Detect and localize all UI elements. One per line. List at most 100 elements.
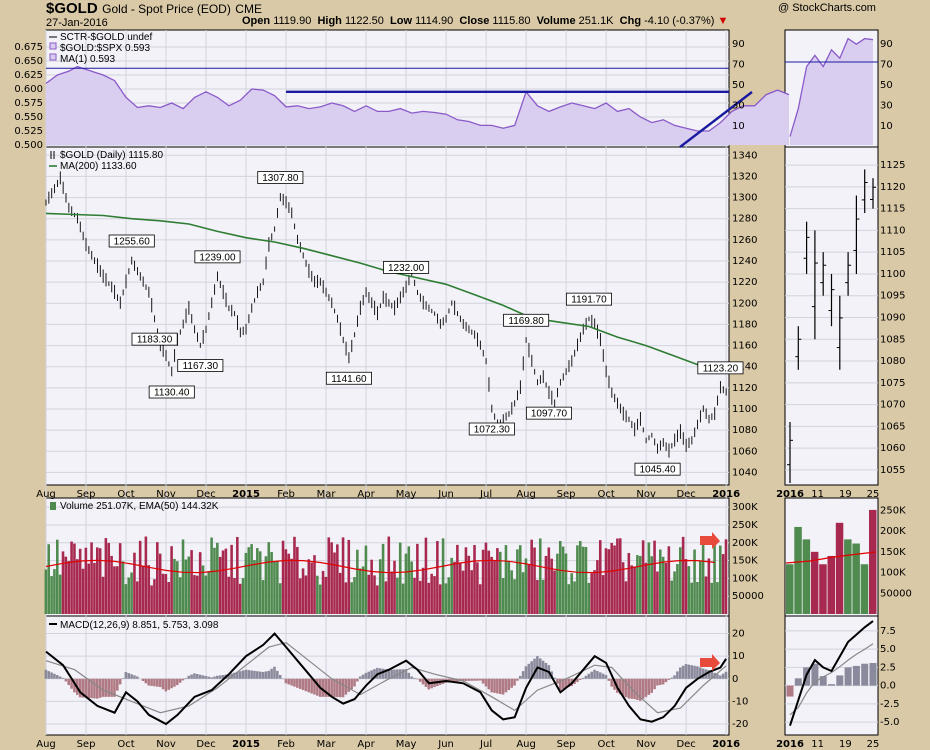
rs-y-tick: 0.675 — [14, 42, 43, 53]
volume-bar — [64, 556, 68, 614]
rs-legend-swatch — [49, 53, 57, 61]
symbol-title: $GOLD — [46, 0, 98, 17]
macd-histogram-bar — [161, 678, 165, 690]
volume-bar — [250, 544, 253, 614]
volume-bar — [347, 539, 351, 614]
volume-bar — [390, 571, 393, 614]
high-value: 1122.50 — [344, 15, 384, 27]
x-tick-label: Dec — [196, 489, 215, 500]
price-annotation-box — [525, 406, 572, 420]
rs-right-tick: 90 — [732, 39, 745, 50]
macd-histogram-bar — [221, 674, 225, 679]
macd-histogram-bar — [556, 678, 559, 684]
volume-bar — [81, 568, 85, 614]
volume-bar — [416, 543, 419, 614]
x-tick-label: Sep — [77, 489, 96, 500]
volume-bar — [61, 551, 65, 614]
volume-bar — [478, 584, 482, 614]
volume-bar — [470, 570, 473, 614]
macd-histogram-bar — [287, 678, 291, 685]
macd-histogram-bar — [56, 675, 59, 679]
zoom-x-tick-label: 11 — [811, 739, 824, 750]
volume-y-tick: 50000 — [732, 591, 764, 602]
macd-histogram-bar — [701, 668, 705, 679]
volume-bar — [47, 544, 51, 614]
volume-bar — [238, 583, 242, 614]
zoom-volume-bar — [810, 551, 819, 614]
macd-y-tick: 20 — [732, 629, 745, 640]
volume-bar — [170, 546, 173, 614]
price-y-tick: 1300 — [732, 193, 757, 204]
x-tick-label: Feb — [277, 739, 295, 750]
x-tick-label: 2015 — [232, 489, 260, 500]
macd-histogram-bar — [364, 672, 368, 679]
volume-bar — [513, 579, 516, 614]
volume-bar — [687, 566, 691, 614]
volume-bar — [210, 537, 213, 614]
volume-bar — [344, 582, 348, 614]
volume-bar — [424, 537, 428, 614]
volume-bar — [216, 542, 219, 614]
price-annotation: 1232.00 — [388, 263, 425, 274]
volume-bar — [133, 552, 136, 614]
x-tick-label: Aug — [516, 739, 536, 750]
macd-histogram-bar — [141, 678, 145, 682]
volume-bar — [290, 558, 293, 614]
macd-histogram-bar — [116, 678, 119, 691]
price-annotation-box — [503, 313, 550, 327]
volume-bar — [310, 562, 313, 614]
macd-histogram-bar — [327, 678, 331, 697]
volume-bar — [364, 545, 368, 614]
price-annotation: 1045.40 — [639, 465, 676, 476]
x-tick-label: Mar — [317, 739, 337, 750]
close-value: 1115.80 — [492, 15, 531, 27]
volume-bar — [367, 574, 371, 614]
macd-histogram-bar — [401, 669, 405, 679]
price-panel — [45, 146, 730, 486]
zoom-x-tick-label: 2016 — [776, 489, 804, 500]
macd-histogram-bar — [178, 678, 182, 683]
macd-histogram-bar — [73, 678, 76, 693]
macd-histogram-bar — [627, 678, 631, 699]
x-tick-label: 2016 — [712, 739, 740, 750]
volume-bar — [430, 573, 433, 614]
x-tick-label: Nov — [156, 739, 176, 750]
macd-histogram-bar — [638, 678, 642, 701]
macd-histogram-bar — [341, 678, 345, 698]
price-y-tick: 1240 — [732, 256, 757, 267]
rs-zoom-right-tick: 30 — [880, 101, 893, 112]
rs-zoom-right-tick: 50 — [880, 80, 893, 91]
macd-histogram-bar — [527, 663, 531, 679]
macd-histogram-bar — [598, 672, 602, 679]
macd-histogram-bar — [524, 666, 528, 679]
rs-zoom-right-tick: 90 — [880, 39, 893, 50]
volume-bar — [587, 582, 591, 614]
volume-bar — [578, 541, 582, 614]
zoom-x-tick-label: 11 — [811, 489, 824, 500]
volume-bar — [624, 581, 628, 614]
volume-bar — [678, 547, 682, 614]
volume-bar — [330, 542, 333, 614]
macd-histogram-bar — [236, 671, 239, 679]
price-annotation: 1130.40 — [154, 388, 190, 399]
price-annotation: 1167.30 — [183, 361, 219, 372]
macd-histogram-bar — [558, 678, 562, 691]
volume-bar — [464, 547, 468, 614]
volume-y-tick: 250K — [732, 520, 758, 531]
macd-histogram-bar — [307, 678, 311, 693]
volume-bar — [207, 571, 211, 614]
volume-bar — [124, 584, 128, 614]
price-y-tick: 1260 — [732, 235, 757, 246]
volume-bar — [110, 555, 113, 614]
macd-histogram-bar — [678, 667, 682, 679]
volume-bar — [567, 584, 571, 614]
macd-histogram-bar — [636, 678, 639, 700]
price-y-tick: 1160 — [732, 341, 757, 352]
volume-bar — [644, 562, 648, 614]
macd-histogram-bar — [384, 669, 388, 679]
macd-histogram-bar — [358, 676, 362, 679]
zoom-volume-bar — [860, 564, 869, 614]
macd-histogram-bar — [387, 669, 391, 679]
volume-bar — [444, 583, 448, 614]
macd-histogram-bar — [421, 678, 425, 685]
